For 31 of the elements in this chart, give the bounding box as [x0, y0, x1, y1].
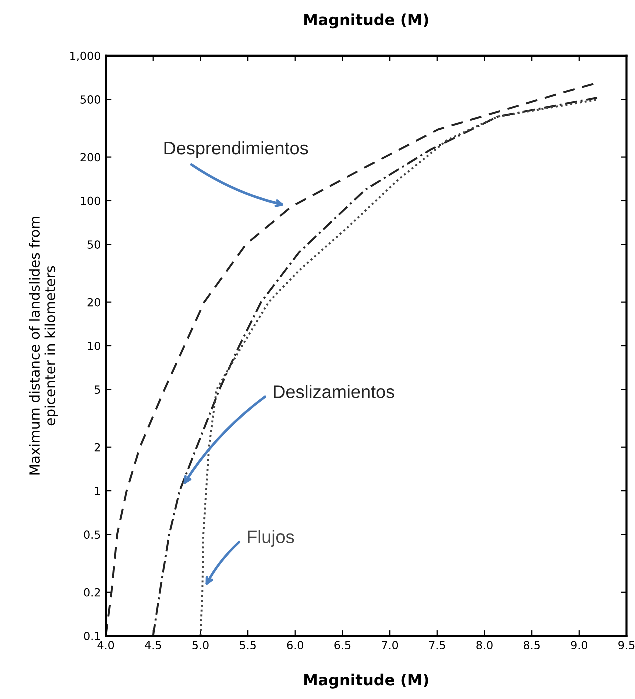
y-tick-label: 0.1	[84, 632, 100, 640]
x-tick-label: 4.0	[98, 641, 114, 650]
x-tick-label: 6.5	[334, 641, 351, 650]
y-tick-label: 100	[81, 196, 100, 206]
x-tick-label: 5.5	[240, 641, 256, 650]
y-tick-label: 0.5	[84, 530, 100, 540]
x-tick-label: 6.0	[287, 641, 304, 650]
x-tick-label: 7.5	[429, 641, 446, 650]
y-tick-label: 2	[94, 443, 100, 452]
x-tick-label: 9.5	[618, 641, 635, 650]
y-tick-label: 10	[88, 342, 100, 350]
x-tick-label: 8.0	[476, 641, 493, 650]
y-tick-label: 5	[94, 386, 100, 394]
x-tick-label: 8.5	[524, 641, 540, 650]
text: Deslizamientos	[274, 385, 394, 398]
y-tick-label: 1	[95, 487, 100, 496]
y-tick-label: 200	[80, 153, 100, 162]
x-axis-title: Magnitude (M)	[304, 674, 428, 689]
y-tick-label: 50	[88, 240, 100, 250]
y-tick-label: 0.2	[84, 588, 100, 597]
chart-title: Magnitude (M)	[304, 14, 428, 29]
y-axis-title: Maximum distance of landslides from epicenter in kilometers	[29, 217, 58, 475]
x-tick-label: 5.0	[192, 641, 209, 650]
x-tick-label: 9.0	[571, 641, 588, 650]
y-tick-label: 1,000	[70, 52, 100, 62]
y-tick-label: 500	[80, 96, 100, 104]
x-tick-label: 7.0	[382, 641, 398, 650]
y-tick-label: 20	[88, 298, 100, 307]
x-tick-label: 4.5	[145, 641, 162, 650]
text: Flujos	[248, 530, 294, 548]
series-label: Desprendimientos	[164, 141, 308, 158]
